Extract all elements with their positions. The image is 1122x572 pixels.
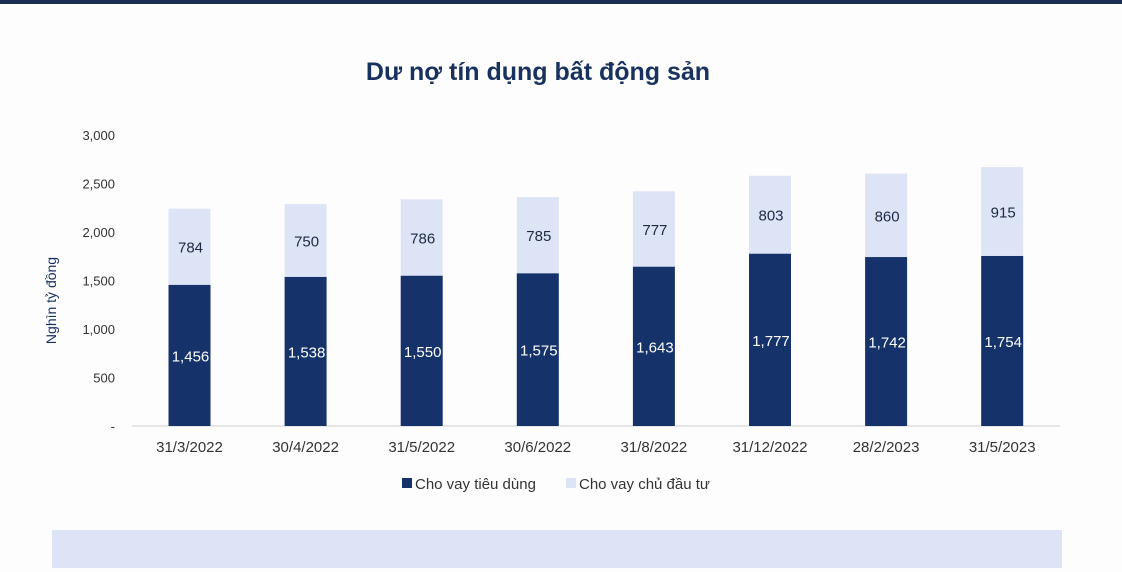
bar-developer-loan <box>284 204 327 277</box>
legend-label: Cho vay tiêu dùng <box>415 476 536 493</box>
bar-developer-loan <box>981 167 1024 256</box>
chart-title: Dư nợ tín dụng bất động sản <box>365 58 711 86</box>
data-label: 1,575 <box>520 343 558 360</box>
data-label: 785 <box>526 228 551 245</box>
bar-consumer-loan <box>749 253 791 426</box>
y-tick-label: 1,500 <box>82 274 115 289</box>
x-tick-label: 31/12/2022 <box>732 439 807 456</box>
bar-consumer-loan <box>284 276 327 426</box>
x-tick-label: 28/2/2023 <box>853 439 920 456</box>
x-tick-label: 31/3/2022 <box>156 439 223 456</box>
x-tick-label: 31/5/2023 <box>969 439 1036 456</box>
y-axis-title: Nghìn tỷ đồng <box>43 257 59 344</box>
data-label: 1,550 <box>404 344 442 361</box>
data-label: 1,742 <box>868 335 906 352</box>
bar-consumer-loan <box>168 284 211 426</box>
data-label: 784 <box>178 240 203 257</box>
data-label: 1,777 <box>752 333 790 350</box>
data-label: 1,754 <box>984 334 1022 351</box>
bar-developer-loan <box>516 197 559 274</box>
data-label: 1,456 <box>172 348 210 365</box>
bar-developer-loan <box>168 208 211 285</box>
bar-developer-loan <box>749 175 791 254</box>
bar-consumer-loan <box>981 255 1024 426</box>
data-label: 860 <box>875 208 900 225</box>
data-label: 1,643 <box>636 339 674 356</box>
bar-consumer-loan <box>400 275 443 426</box>
x-tick-label: 30/6/2022 <box>504 439 571 456</box>
legend-label: Cho vay chủ đầu tư <box>579 476 710 493</box>
bar-consumer-loan <box>865 257 908 426</box>
legend-swatch <box>566 478 576 488</box>
bar-developer-loan <box>632 191 675 267</box>
bar-developer-loan <box>865 173 908 258</box>
legend-swatch <box>402 478 412 488</box>
data-label: 786 <box>410 231 435 248</box>
y-tick-label: 3,000 <box>82 128 115 143</box>
bar-consumer-loan <box>516 273 559 426</box>
bar-developer-loan <box>400 199 443 276</box>
data-label: 803 <box>758 208 783 225</box>
top-rule <box>0 0 1122 4</box>
x-tick-label: 31/8/2022 <box>621 439 688 456</box>
y-tick-label: 2,000 <box>82 225 115 240</box>
y-tick-label: 2,500 <box>82 177 115 192</box>
y-tick-label: 1,000 <box>82 322 115 337</box>
x-tick-label: 31/5/2022 <box>388 439 455 456</box>
x-tick-label: 30/4/2022 <box>272 439 339 456</box>
y-tick-label: - <box>111 419 115 434</box>
bar-consumer-loan <box>632 266 675 426</box>
y-tick-label: 500 <box>93 371 115 386</box>
data-label: 777 <box>642 222 667 239</box>
data-label: 1,538 <box>288 344 326 361</box>
data-label: 915 <box>991 204 1016 221</box>
bottom-band <box>52 530 1062 568</box>
data-label: 750 <box>294 233 319 250</box>
